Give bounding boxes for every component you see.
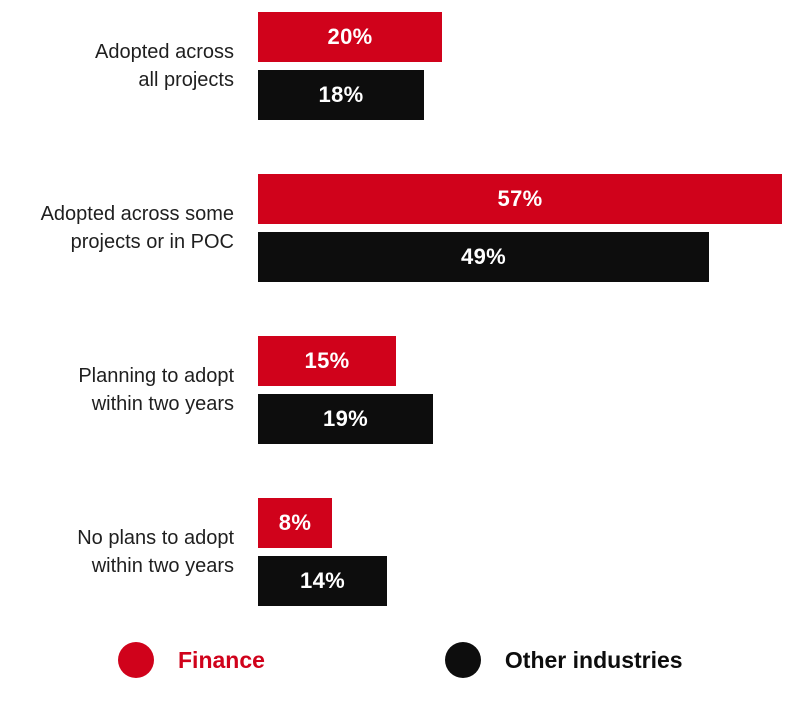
other-industries-bar: 49% (258, 232, 709, 282)
other-industries-bar: 14% (258, 556, 387, 606)
finance-value-label: 15% (304, 348, 350, 373)
finance-value-label: 20% (327, 24, 373, 49)
category-label: No plans to adopt within two years (77, 527, 234, 577)
bar-group: 15% 19% (258, 336, 433, 444)
chart-rows: Adopted across all projects 20% 18% Adopted… (0, 12, 800, 606)
other-industries-bar: 18% (258, 70, 424, 120)
bar-group: 57% 49% (258, 174, 782, 282)
category-label: Adopted across all projects (95, 41, 234, 91)
bar-group: 8% 14% (258, 498, 387, 606)
category-label: Adopted across some projects or in POC (40, 203, 234, 253)
chart-row: Adopted across some projects or in POC 57… (0, 174, 800, 282)
finance-value-label: 8% (278, 510, 312, 535)
adoption-bar-chart: Adopted across all projects 20% 18% Adopted… (0, 12, 800, 678)
legend-item-other-industries: Other industries (444, 642, 683, 678)
other-industries-value-label: 49% (461, 244, 506, 269)
finance-legend-label: Finance (178, 646, 265, 673)
other-industries-value-label: 14% (300, 568, 345, 593)
legend-item-finance: Finance (118, 642, 265, 678)
finance-bar: 57% (258, 174, 782, 224)
finance-legend-dot-icon (118, 642, 154, 678)
other-industries-legend-label: Other industries (504, 646, 683, 673)
finance-bar: 20% (258, 12, 442, 62)
other-industries-value-label: 19% (323, 406, 368, 431)
chart-row: Planning to adopt within two years 15% 19% (0, 336, 800, 444)
legend: Finance Other industries (0, 642, 800, 678)
finance-value-label: 57% (497, 186, 543, 211)
other-industries-bar: 19% (258, 394, 433, 444)
finance-bar: 15% (258, 336, 396, 386)
other-industries-legend-dot-icon (444, 642, 481, 678)
bar-group: 20% 18% (258, 12, 442, 120)
chart-row: Adopted across all projects 20% 18% (0, 12, 800, 120)
other-industries-value-label: 18% (318, 82, 364, 107)
chart-row: No plans to adopt within two years 8% 14% (0, 498, 800, 606)
category-label: Planning to adopt within two years (78, 365, 234, 415)
finance-bar: 8% (258, 498, 332, 548)
